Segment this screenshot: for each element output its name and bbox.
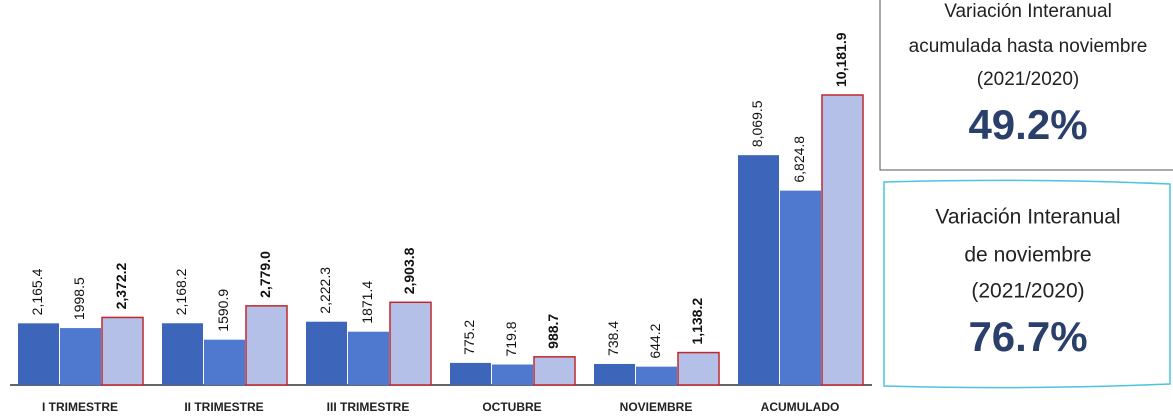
value-label: 719.8 (503, 321, 519, 356)
annotation-text: acumulada hasta noviembre (909, 36, 1148, 57)
bar (204, 339, 245, 385)
bar (450, 362, 491, 385)
bar (677, 351, 720, 386)
annotation-text: Variación Interanual (944, 1, 1112, 22)
bar (389, 301, 432, 386)
bar (636, 366, 677, 385)
value-label: 2,903.8 (401, 247, 417, 294)
value-label: 738.4 (605, 321, 621, 356)
x-tick-label: ACUMULADO (761, 400, 840, 414)
x-tick-label: I TRIMESTRE (42, 400, 118, 414)
bar (492, 364, 533, 385)
value-label: 10,181.9 (833, 32, 849, 87)
bar (738, 155, 779, 385)
x-tick-label: NOVIEMBRE (620, 400, 693, 414)
bar (821, 94, 864, 386)
bar (60, 328, 101, 385)
annotation-value: 49.2% (968, 101, 1087, 148)
value-label: 644.2 (647, 323, 663, 358)
x-tick-label: OCTUBRE (482, 400, 541, 414)
value-label: 2,779.0 (257, 251, 273, 298)
box-border (879, 0, 1173, 171)
value-label: 6,824.8 (791, 136, 807, 183)
annotation-text: de noviembre (964, 244, 1091, 267)
value-label: 1,138.2 (689, 298, 705, 345)
bar (594, 363, 635, 385)
bar (533, 356, 576, 386)
bar (101, 316, 144, 386)
bar (162, 323, 203, 385)
value-label: 1871.4 (359, 281, 375, 324)
annotation-text: (2021/2020) (977, 69, 1079, 90)
bar (348, 331, 389, 385)
value-label: 2,222.3 (317, 267, 333, 314)
value-label: 2,168.2 (173, 268, 189, 315)
annotation-text: (2021/2020) (971, 280, 1084, 303)
value-label: 988.7 (545, 314, 561, 349)
annotation-text: Variación Interanual (935, 206, 1120, 229)
value-label: 775.2 (461, 320, 477, 355)
x-tick-label: II TRIMESTRE (184, 400, 263, 414)
box-border (883, 179, 1171, 389)
bar (306, 321, 347, 385)
bar (780, 190, 821, 385)
bar (18, 323, 59, 385)
bar (245, 305, 288, 386)
x-tick-label: III TRIMESTRE (327, 400, 410, 414)
value-label: 1590.9 (215, 289, 231, 332)
annotation-value: 76.7% (968, 313, 1087, 360)
value-label: 8,069.5 (749, 100, 765, 147)
value-label: 1998.5 (71, 277, 87, 320)
value-label: 2,165.4 (29, 268, 45, 315)
value-label: 2,372.2 (113, 263, 129, 310)
